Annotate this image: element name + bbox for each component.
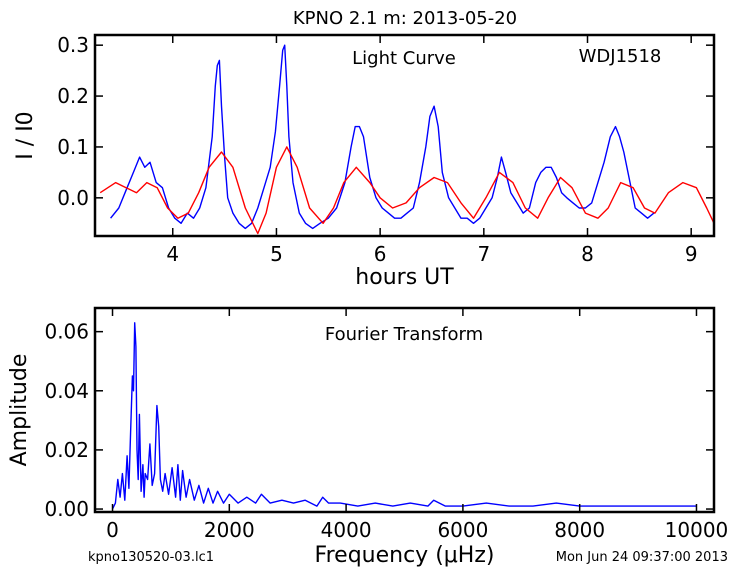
x-tick-label: 8	[581, 242, 594, 266]
x-tick-label: 6	[374, 242, 387, 266]
y-tick-label: 0.0	[57, 186, 89, 210]
x-tick-label: 8000	[554, 518, 605, 542]
y-tick-label: 0.3	[57, 33, 89, 57]
series-line-0	[110, 44, 655, 230]
plot-frame	[93, 33, 716, 238]
panel-title: Fourier Transform	[325, 324, 483, 345]
light-curve-panel: 4 5 6 7 8 9 0.0 0.1 0.2 0.3 hours UT I / I0 Light Cu…	[13, 33, 716, 290]
y-axis-label: I / I0	[13, 111, 38, 159]
figure-title: KPNO 2.1 m: 2013-05-20	[293, 8, 517, 29]
x-tick-label: 10000	[665, 518, 729, 542]
fourier-transform-panel: 0 2000 4000 6000 8000 10000 0.00 0.02 0.04 0.06 Fr…	[7, 306, 729, 568]
x-tick-label: 7	[477, 242, 490, 266]
x-tick-label: 9	[685, 242, 698, 266]
x-tick-label: 0	[106, 518, 119, 542]
y-tick-label: 0.06	[44, 320, 89, 344]
x-axis-label: Frequency (μHz)	[315, 543, 495, 568]
footer-filename: kpno130520-03.lc1	[88, 550, 214, 565]
y-tick-label: 0.00	[44, 497, 89, 521]
target-name-annotation: WDJ1518	[579, 46, 662, 67]
y-tick-label: 0.2	[57, 84, 89, 108]
x-tick-label: 6000	[437, 518, 488, 542]
footer-timestamp: Mon Jun 24 09:37:00 2013	[556, 550, 728, 565]
panel-title: Light Curve	[352, 48, 456, 69]
x-tick-label: 4000	[321, 518, 372, 542]
x-tick-label: 4	[166, 242, 179, 266]
plot-frame	[93, 306, 716, 514]
y-tick-label: 0.02	[44, 438, 89, 462]
x-axis-label: hours UT	[355, 265, 454, 290]
y-tick-label: 0.04	[44, 379, 89, 403]
x-tick-label: 5	[270, 242, 283, 266]
x-tick-label: 2000	[204, 518, 255, 542]
y-axis-label: Amplitude	[7, 354, 32, 467]
series-line-0	[111, 322, 697, 510]
y-tick-label: 0.1	[57, 135, 89, 159]
series-line-1	[99, 146, 714, 235]
